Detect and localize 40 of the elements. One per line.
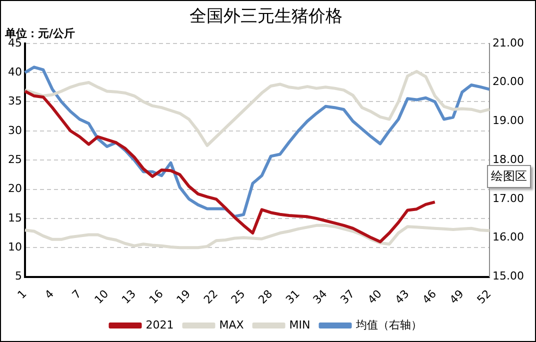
x-tick-label: 40: [365, 287, 384, 306]
legend-label: 均值（右轴）: [354, 318, 422, 332]
x-tick-label: 34: [310, 287, 330, 306]
x-tick-label: 22: [201, 287, 220, 306]
x-tick-label: 7: [70, 287, 84, 302]
x-tick-label: 19: [174, 287, 194, 306]
y-tick-label: 40: [8, 65, 22, 78]
y2-tick-label: 21.00: [492, 36, 524, 50]
y2-tick-label: 16.00: [492, 230, 524, 244]
x-tick-label: 13: [119, 287, 138, 306]
y-tick-label: 30: [8, 124, 22, 137]
chart-title: 全国外三元生猪价格: [190, 6, 342, 27]
y-tick-label: 15: [8, 211, 22, 224]
x-tick-label: 10: [92, 287, 112, 306]
y-axis-title: 单位：元/公斤: [4, 26, 76, 40]
x-tick-label: 46: [420, 287, 440, 306]
legend-label: MAX: [219, 318, 244, 332]
x-tick-label: 49: [447, 287, 466, 306]
legend-label: MIN: [289, 318, 310, 332]
x-tick-label: 52: [474, 287, 494, 306]
x-tick-label: 1: [15, 287, 30, 302]
y-tick-label: 35: [8, 94, 22, 108]
x-tick-label: 25: [228, 287, 248, 306]
y-tick-label: 20: [8, 182, 22, 196]
x-tick-label: 16: [146, 287, 166, 306]
y2-tick-label: 17.00: [492, 192, 524, 205]
y-tick-label: 10: [8, 240, 22, 254]
x-tick-label: 37: [338, 287, 358, 306]
legend-label: 2021: [146, 318, 174, 332]
y-tick-label: 5: [14, 270, 22, 283]
y2-tick-label: 15.00: [492, 270, 524, 283]
x-tick-label: 31: [283, 287, 302, 306]
x-tick-label: 43: [392, 287, 412, 306]
text: 绘图区: [487, 165, 531, 188]
y2-tick-label: 20.00: [492, 75, 524, 88]
y2-tick-label: 19.00: [492, 114, 524, 128]
x-tick-label: 4: [42, 287, 56, 302]
y2-tick-label: 18.00: [492, 152, 524, 166]
x-tick-label: 28: [256, 287, 276, 306]
y-tick-label: 25: [8, 152, 22, 166]
